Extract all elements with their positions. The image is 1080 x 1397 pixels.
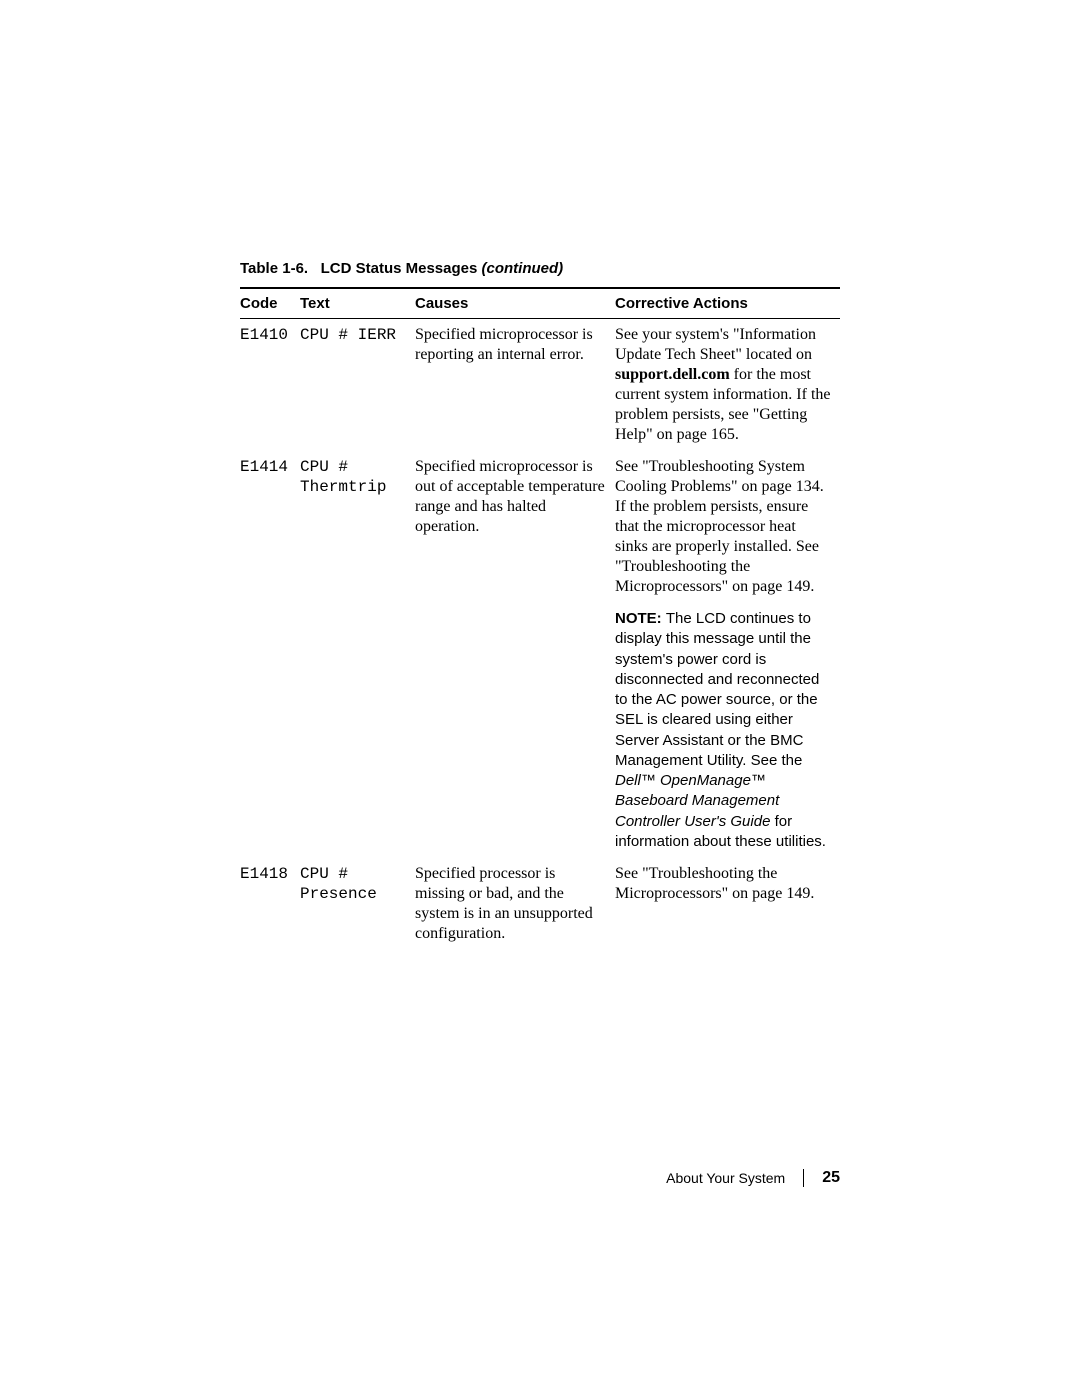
corr-bold: support.dell.com bbox=[615, 366, 730, 383]
caption-suffix: (continued) bbox=[482, 260, 564, 277]
cell-causes: Specified processor is missing or bad, a… bbox=[415, 858, 615, 950]
cell-corrective: See "Troubleshooting System Cooling Prob… bbox=[615, 451, 840, 858]
header-text: Text bbox=[300, 288, 415, 319]
cell-text: CPU # IERR bbox=[300, 319, 415, 452]
footer-divider bbox=[803, 1169, 804, 1187]
caption-title: LCD Status Messages bbox=[321, 260, 478, 277]
header-code: Code bbox=[240, 288, 300, 319]
header-corrective: Corrective Actions bbox=[615, 288, 840, 319]
cell-corrective: See "Troubleshooting the Microprocessors… bbox=[615, 858, 840, 950]
page-footer: About Your System 25 bbox=[666, 1169, 840, 1187]
note-label: NOTE: bbox=[615, 610, 666, 627]
lcd-status-table: Code Text Causes Corrective Actions E141… bbox=[240, 287, 840, 950]
table-header-row: Code Text Causes Corrective Actions bbox=[240, 288, 840, 319]
note-text-a: The LCD continues to display this messag… bbox=[615, 610, 819, 769]
note-block: NOTE: The LCD continues to display this … bbox=[615, 609, 832, 852]
cell-code: E1418 bbox=[240, 858, 300, 950]
cell-corrective: See your system's "Information Update Te… bbox=[615, 319, 840, 452]
footer-section: About Your System bbox=[666, 1170, 785, 1186]
corr-plain: See "Troubleshooting System Cooling Prob… bbox=[615, 457, 832, 597]
document-page: Table 1-6. LCD Status Messages (continue… bbox=[0, 0, 1080, 1397]
header-causes: Causes bbox=[415, 288, 615, 319]
table-caption: Table 1-6. LCD Status Messages (continue… bbox=[240, 260, 840, 277]
table-row: E1418 CPU # Presence Specified processor… bbox=[240, 858, 840, 950]
cell-causes: Specified microprocessor is out of accep… bbox=[415, 451, 615, 858]
table-row: E1410 CPU # IERR Specified microprocesso… bbox=[240, 319, 840, 452]
cell-code: E1414 bbox=[240, 451, 300, 858]
cell-text: CPU # Presence bbox=[300, 858, 415, 950]
cell-code: E1410 bbox=[240, 319, 300, 452]
footer-page-number: 25 bbox=[822, 1169, 840, 1187]
caption-prefix: Table 1-6. bbox=[240, 260, 308, 277]
corr-pre: See your system's "Information Update Te… bbox=[615, 326, 816, 363]
cell-text: CPU # Thermtrip bbox=[300, 451, 415, 858]
cell-causes: Specified microprocessor is reporting an… bbox=[415, 319, 615, 452]
table-row: E1414 CPU # Thermtrip Specified micropro… bbox=[240, 451, 840, 858]
note-ital: Dell™ OpenManage™ Baseboard Management C… bbox=[615, 772, 779, 830]
